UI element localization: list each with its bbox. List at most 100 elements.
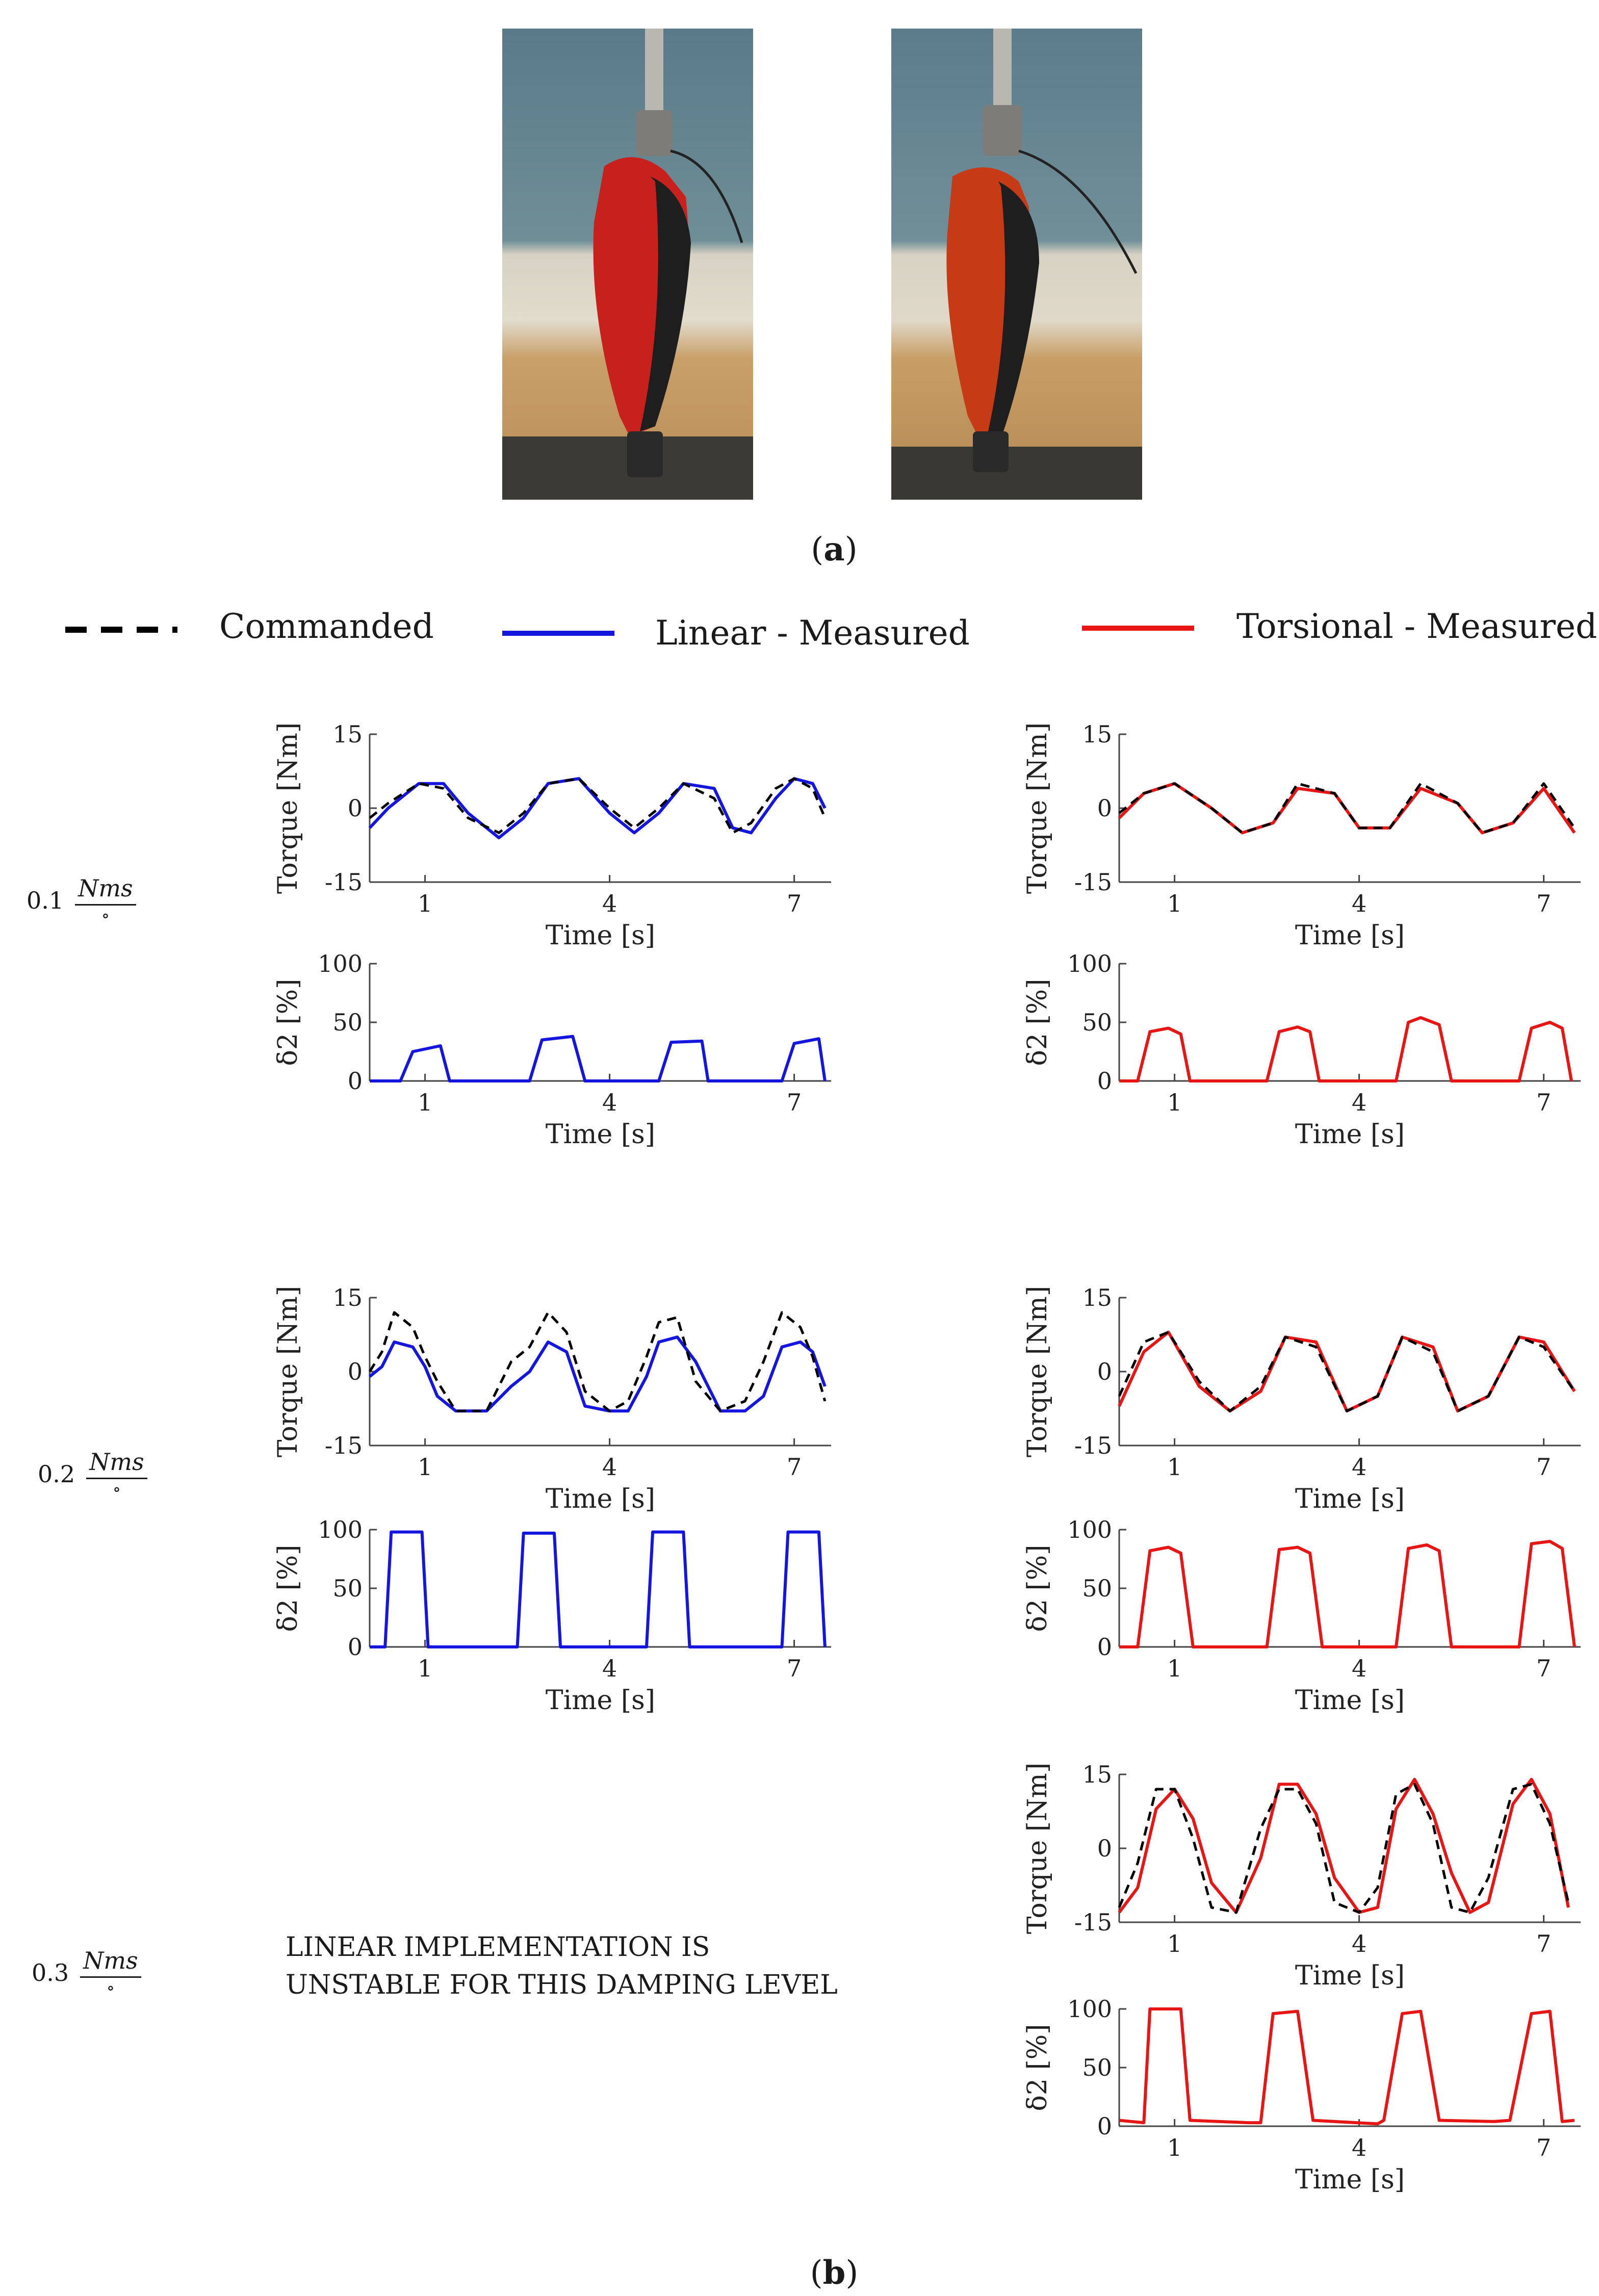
- x-axis-label: Time [s]: [546, 1484, 655, 1512]
- y-axis-label: δ2 [%]: [1022, 2024, 1053, 2111]
- x-tick-label: 4: [1352, 1655, 1366, 1682]
- legend-commanded-swatch: [65, 627, 177, 633]
- y-tick-label: 15: [1082, 1284, 1112, 1311]
- series-line-commanded: [368, 1311, 827, 1412]
- x-axis-label: Time [s]: [1295, 1119, 1405, 1150]
- x-tick-label: 4: [602, 890, 617, 917]
- y-tick-label: 0: [1097, 1358, 1112, 1385]
- x-tick-label: 7: [1536, 1655, 1551, 1682]
- y-tick-label: 0: [1097, 1633, 1112, 1661]
- y-tick-label: 50: [1082, 2054, 1112, 2081]
- x-axis-label: Time [s]: [1295, 2164, 1405, 2195]
- chart-linear-torque-01: 15 0 -15 1 4 7 Time [s] Torque [Nm]: [273, 720, 831, 948]
- y-tick-label: 0: [348, 1358, 363, 1385]
- x-tick-label: 1: [1167, 890, 1182, 917]
- x-axis-label: Time [s]: [546, 1685, 655, 1716]
- y-tick-label: -15: [325, 868, 363, 896]
- x-tick-label: 4: [1352, 1453, 1366, 1481]
- y-tick-label: 100: [1067, 1995, 1112, 2023]
- y-axis-label: Torque [Nm]: [1022, 723, 1053, 894]
- x-tick-label: 1: [418, 890, 432, 917]
- series-line-measured: [1119, 1016, 1573, 1082]
- y-tick-label: 0: [1097, 1835, 1112, 1862]
- y-tick-label: 15: [332, 1284, 363, 1311]
- damping-label-03: 0.3 Nms ∘: [32, 1947, 141, 1998]
- y-axis-label: δ2 [%]: [1022, 1545, 1053, 1632]
- y-tick-label: 100: [1067, 1516, 1112, 1543]
- y-axis-label: δ2 [%]: [1022, 979, 1053, 1066]
- chart-linear-delta-02: 100 50 0 1 4 7 Time [s] δ2 [%]: [273, 1516, 831, 1716]
- x-axis-label: Time [s]: [546, 920, 655, 948]
- series-line-commanded: [1118, 1783, 1570, 1914]
- x-tick-label: 7: [1536, 1453, 1551, 1481]
- y-axis-label: δ2 [%]: [273, 1545, 303, 1632]
- series-line-measured: [1118, 1777, 1570, 1914]
- legend-commanded-label: Commanded: [219, 607, 434, 646]
- x-tick-label: 1: [1167, 1930, 1182, 1957]
- chart-linear-delta-01: 100 50 0 1 4 7 Time [s] δ2 [%]: [273, 950, 831, 1150]
- y-tick-label: 50: [1082, 1009, 1112, 1036]
- x-tick-label: 4: [1352, 1089, 1366, 1116]
- x-tick-label: 4: [1352, 890, 1366, 917]
- y-tick-label: 100: [1067, 950, 1112, 977]
- y-tick-label: 100: [318, 950, 363, 977]
- y-tick-label: -15: [1074, 1908, 1112, 1936]
- x-tick-label: 7: [1536, 1930, 1551, 1957]
- series-line-measured: [368, 777, 827, 839]
- chart-torsional-delta-02: 100 50 0 1 4 7 Time [s] δ2 [%]: [1022, 1516, 1581, 1716]
- y-axis-label: Torque [Nm]: [273, 723, 303, 894]
- chart-torsional-delta-03: 100 50 0 1 4 7 Time [s] δ2 [%]: [1022, 1995, 1581, 2195]
- x-tick-label: 7: [1536, 2134, 1551, 2161]
- y-tick-label: 0: [348, 794, 363, 822]
- series-line-measured: [369, 1335, 827, 1413]
- y-tick-label: 50: [1082, 1575, 1112, 1602]
- x-tick-label: 1: [418, 1453, 432, 1481]
- y-tick-label: -15: [325, 1432, 363, 1459]
- damping-label-01: 0.1 Nms ∘: [27, 874, 136, 926]
- x-axis-label: Time [s]: [1295, 1484, 1405, 1512]
- y-tick-label: 0: [1097, 794, 1112, 822]
- x-tick-label: 1: [418, 1655, 432, 1682]
- series-line-commanded: [1118, 1331, 1576, 1412]
- caption-b: (b): [810, 2254, 859, 2292]
- x-tick-label: 7: [787, 890, 802, 917]
- y-tick-label: -15: [1074, 868, 1112, 896]
- caption-a: (a): [811, 530, 858, 569]
- y-tick-label: 0: [348, 1633, 363, 1661]
- y-axis-label: δ2 [%]: [273, 979, 303, 1066]
- x-tick-label: 4: [1352, 2134, 1366, 2161]
- x-axis-label: Time [s]: [1295, 1960, 1405, 1989]
- y-tick-label: 15: [332, 720, 363, 748]
- x-tick-label: 4: [602, 1089, 617, 1116]
- x-tick-label: 1: [1167, 2134, 1182, 2161]
- series-line-commanded: [369, 777, 827, 834]
- x-tick-label: 7: [1536, 1089, 1551, 1116]
- y-tick-label: 50: [332, 1009, 363, 1036]
- chart-torsional-torque-01: 15 0 -15 1 4 7 Time [s] Torque [Nm]: [1022, 720, 1581, 948]
- x-axis-label: Time [s]: [1295, 1685, 1405, 1716]
- series-line-measured: [370, 1035, 827, 1082]
- y-axis-label: Torque [Nm]: [1022, 1286, 1053, 1457]
- x-tick-label: 4: [1352, 1930, 1366, 1957]
- chart-linear-torque-02: 15 0 -15 1 4 7 Time [s] Torque [Nm]: [273, 1284, 831, 1512]
- x-tick-label: 1: [418, 1089, 432, 1116]
- y-tick-label: 0: [348, 1067, 363, 1095]
- y-tick-label: 0: [1097, 2112, 1112, 2140]
- legend-torsional-swatch: [1082, 626, 1194, 631]
- y-tick-label: 0: [1097, 1067, 1112, 1095]
- x-tick-label: 7: [787, 1453, 802, 1481]
- x-tick-label: 1: [1167, 1089, 1182, 1116]
- legend-linear-swatch: [502, 631, 614, 636]
- x-tick-label: 7: [787, 1089, 802, 1116]
- chart-torsional-delta-01: 100 50 0 1 4 7 Time [s] δ2 [%]: [1022, 950, 1581, 1150]
- chart-torsional-torque-03: 15 0 -15 1 4 7 Time [s] Torque [Nm]: [1022, 1761, 1581, 1989]
- series-line-measured: [1118, 1330, 1576, 1413]
- prosthesis-photo-left: [502, 29, 753, 500]
- x-tick-label: 4: [602, 1453, 617, 1481]
- x-tick-label: 1: [1167, 1453, 1182, 1481]
- x-tick-label: 1: [1167, 1655, 1182, 1682]
- x-axis-label: Time [s]: [546, 1119, 655, 1150]
- y-axis-label: Torque [Nm]: [1022, 1763, 1053, 1934]
- prosthesis-photo-right: [891, 29, 1142, 500]
- x-tick-label: 7: [787, 1655, 802, 1682]
